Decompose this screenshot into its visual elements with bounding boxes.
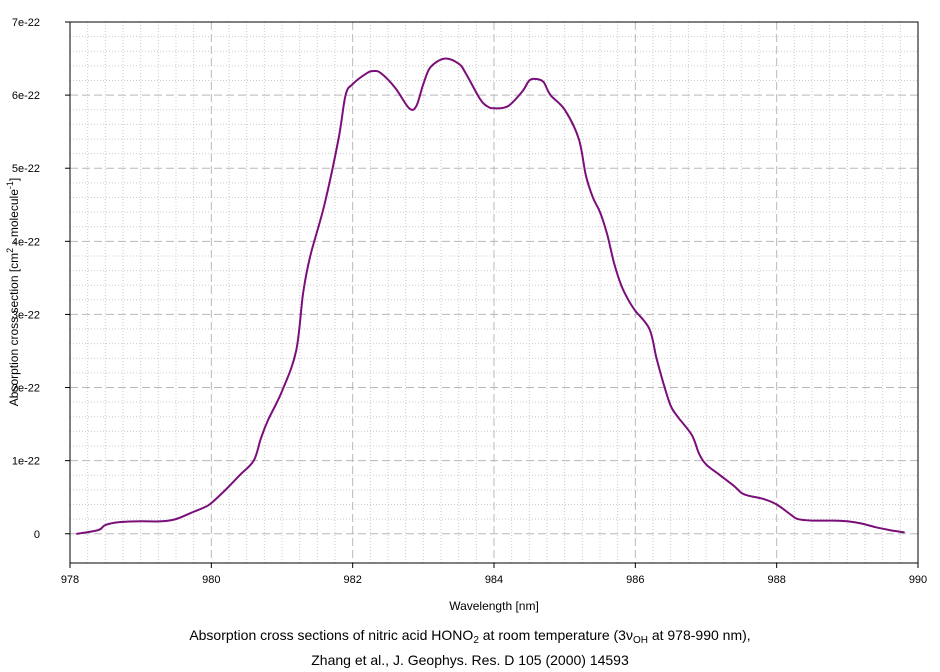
- x-tick-label: 978: [61, 574, 79, 586]
- y-tick-label: 5e-22: [12, 163, 40, 175]
- axis-ticks: 978 980 982 984 986 988 990 0 1e-22 2e-22 3e-22 4e-…: [12, 17, 927, 586]
- y-axis-label: Absorption cross section [cm2 · molecule…: [5, 178, 21, 406]
- y-tick-label: 1e-22: [12, 456, 40, 468]
- y-tick-label: 0: [34, 529, 40, 541]
- x-tick-label: 980: [202, 574, 220, 586]
- x-tick-label: 982: [343, 574, 361, 586]
- caption-line-2: Zhang et al., J. Geophys. Res. D 105 (20…: [311, 652, 629, 668]
- grid: [69, 21, 919, 563]
- x-tick-label: 986: [626, 574, 644, 586]
- x-tick-label: 988: [767, 574, 785, 586]
- y-tick-label: 6e-22: [12, 90, 40, 102]
- x-tick-label: 984: [485, 574, 503, 586]
- y-tick-label: 2e-22: [12, 383, 40, 395]
- y-tick-label: 3e-22: [12, 309, 40, 321]
- y-tick-label: 4e-22: [12, 236, 40, 248]
- x-tick-label: 990: [909, 574, 927, 586]
- series-line: [76, 57, 905, 535]
- y-tick-label: 7e-22: [12, 17, 40, 29]
- x-axis-label: Wavelength [nm]: [449, 599, 539, 613]
- caption-line-1: Absorption cross sections of nitric acid…: [189, 627, 751, 646]
